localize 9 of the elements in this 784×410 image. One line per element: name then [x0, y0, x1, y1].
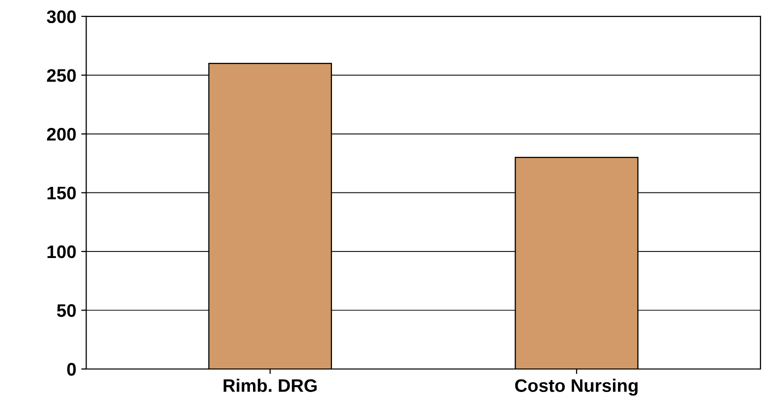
y-tick-label: 150: [48, 186, 76, 200]
y-tick-label: 0: [67, 362, 76, 376]
y-tick-label: 50: [56, 304, 76, 317]
y-tick-label: 300: [46, 10, 76, 24]
y-tick-label: 200: [47, 128, 76, 141]
y-tick-label: 250: [47, 69, 76, 82]
x-tick-label: Rimb. DRG: [224, 378, 317, 392]
y-tick-label: 100: [48, 245, 76, 258]
x-tick-label: Costo Nursing: [515, 378, 638, 396]
